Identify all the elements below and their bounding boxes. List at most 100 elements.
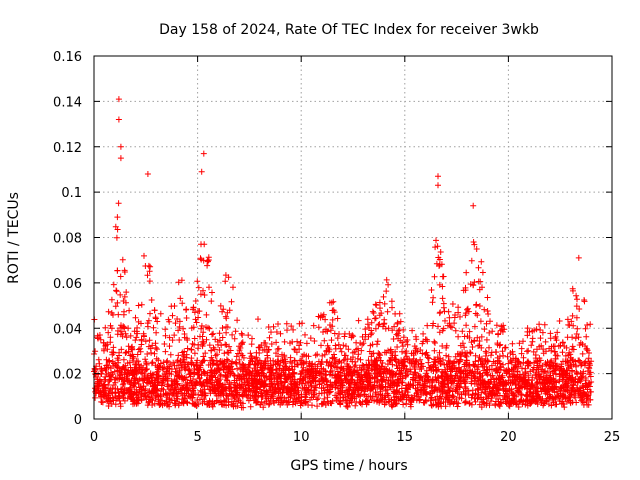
data-point (150, 324, 157, 331)
data-point (475, 357, 482, 364)
data-point (499, 348, 506, 355)
data-point (473, 301, 480, 308)
data-point (425, 359, 432, 366)
data-point (120, 390, 127, 396)
data-point (329, 323, 336, 330)
data-point (313, 368, 320, 375)
data-point (480, 360, 487, 367)
data-point (261, 377, 268, 384)
data-point (561, 404, 568, 411)
data-point (504, 353, 511, 360)
data-point (124, 375, 131, 382)
data-point (395, 327, 402, 334)
data-point (479, 398, 486, 405)
data-point (381, 366, 387, 373)
data-point (245, 397, 252, 404)
data-point (440, 399, 447, 406)
data-point (442, 389, 449, 396)
data-point (228, 381, 234, 388)
data-point (156, 400, 163, 407)
data-point (200, 287, 206, 294)
data-point (258, 342, 265, 349)
data-point (265, 401, 272, 408)
data-point (212, 352, 219, 359)
data-point (309, 360, 316, 367)
data-point (494, 340, 501, 347)
data-point (515, 358, 522, 365)
data-point (297, 371, 304, 378)
data-point (181, 331, 188, 337)
data-point (223, 377, 230, 383)
data-point (234, 317, 241, 324)
data-point (200, 329, 207, 336)
data-point (367, 331, 374, 338)
data-point (572, 388, 578, 395)
data-point (138, 362, 145, 369)
data-point (125, 348, 132, 355)
data-point (216, 347, 223, 353)
data-point (172, 320, 179, 327)
data-point (566, 349, 573, 356)
data-point (550, 399, 557, 406)
data-point (463, 269, 470, 276)
data-point (402, 350, 409, 356)
data-point (231, 377, 238, 384)
data-point (239, 361, 246, 368)
data-point (128, 344, 135, 351)
data-point (176, 318, 183, 325)
data-point (105, 308, 112, 315)
data-point (302, 331, 308, 338)
data-point (193, 379, 200, 386)
data-point (409, 327, 416, 334)
data-point (210, 359, 217, 365)
data-point (545, 401, 552, 408)
data-point (481, 306, 488, 313)
data-point (451, 314, 458, 321)
data-point (212, 374, 219, 381)
data-point (102, 393, 108, 400)
data-point (107, 339, 114, 346)
data-point (541, 321, 548, 328)
data-point (275, 321, 281, 327)
data-point (323, 389, 330, 396)
data-point (548, 359, 555, 366)
data-point (496, 353, 503, 360)
data-point (231, 335, 238, 342)
data-point (449, 360, 456, 367)
data-point (529, 377, 536, 384)
data-point (201, 390, 208, 397)
data-point (455, 364, 462, 371)
data-point (433, 402, 440, 409)
data-point (209, 377, 216, 384)
data-point (199, 341, 206, 348)
data-point (320, 384, 327, 391)
data-point (395, 395, 402, 402)
data-point (573, 331, 580, 337)
data-point (195, 284, 202, 291)
data-point (374, 341, 380, 348)
data-point (583, 345, 590, 352)
data-point (407, 397, 414, 404)
data-point (100, 339, 107, 346)
data-point (324, 394, 331, 401)
data-point (355, 392, 362, 399)
data-point (416, 366, 423, 373)
data-point (95, 335, 101, 342)
data-point (470, 202, 477, 209)
data-point (221, 397, 228, 404)
data-point (124, 360, 131, 367)
data-point (243, 382, 249, 388)
data-point (429, 390, 436, 397)
data-point (494, 360, 501, 367)
data-point (501, 367, 508, 374)
data-point (434, 393, 441, 400)
data-point (193, 319, 200, 326)
data-point (436, 256, 443, 263)
data-point (217, 398, 224, 405)
data-point (112, 303, 119, 310)
data-point (247, 355, 253, 362)
data-point (576, 357, 583, 364)
data-point (243, 372, 250, 379)
data-point (532, 352, 539, 358)
